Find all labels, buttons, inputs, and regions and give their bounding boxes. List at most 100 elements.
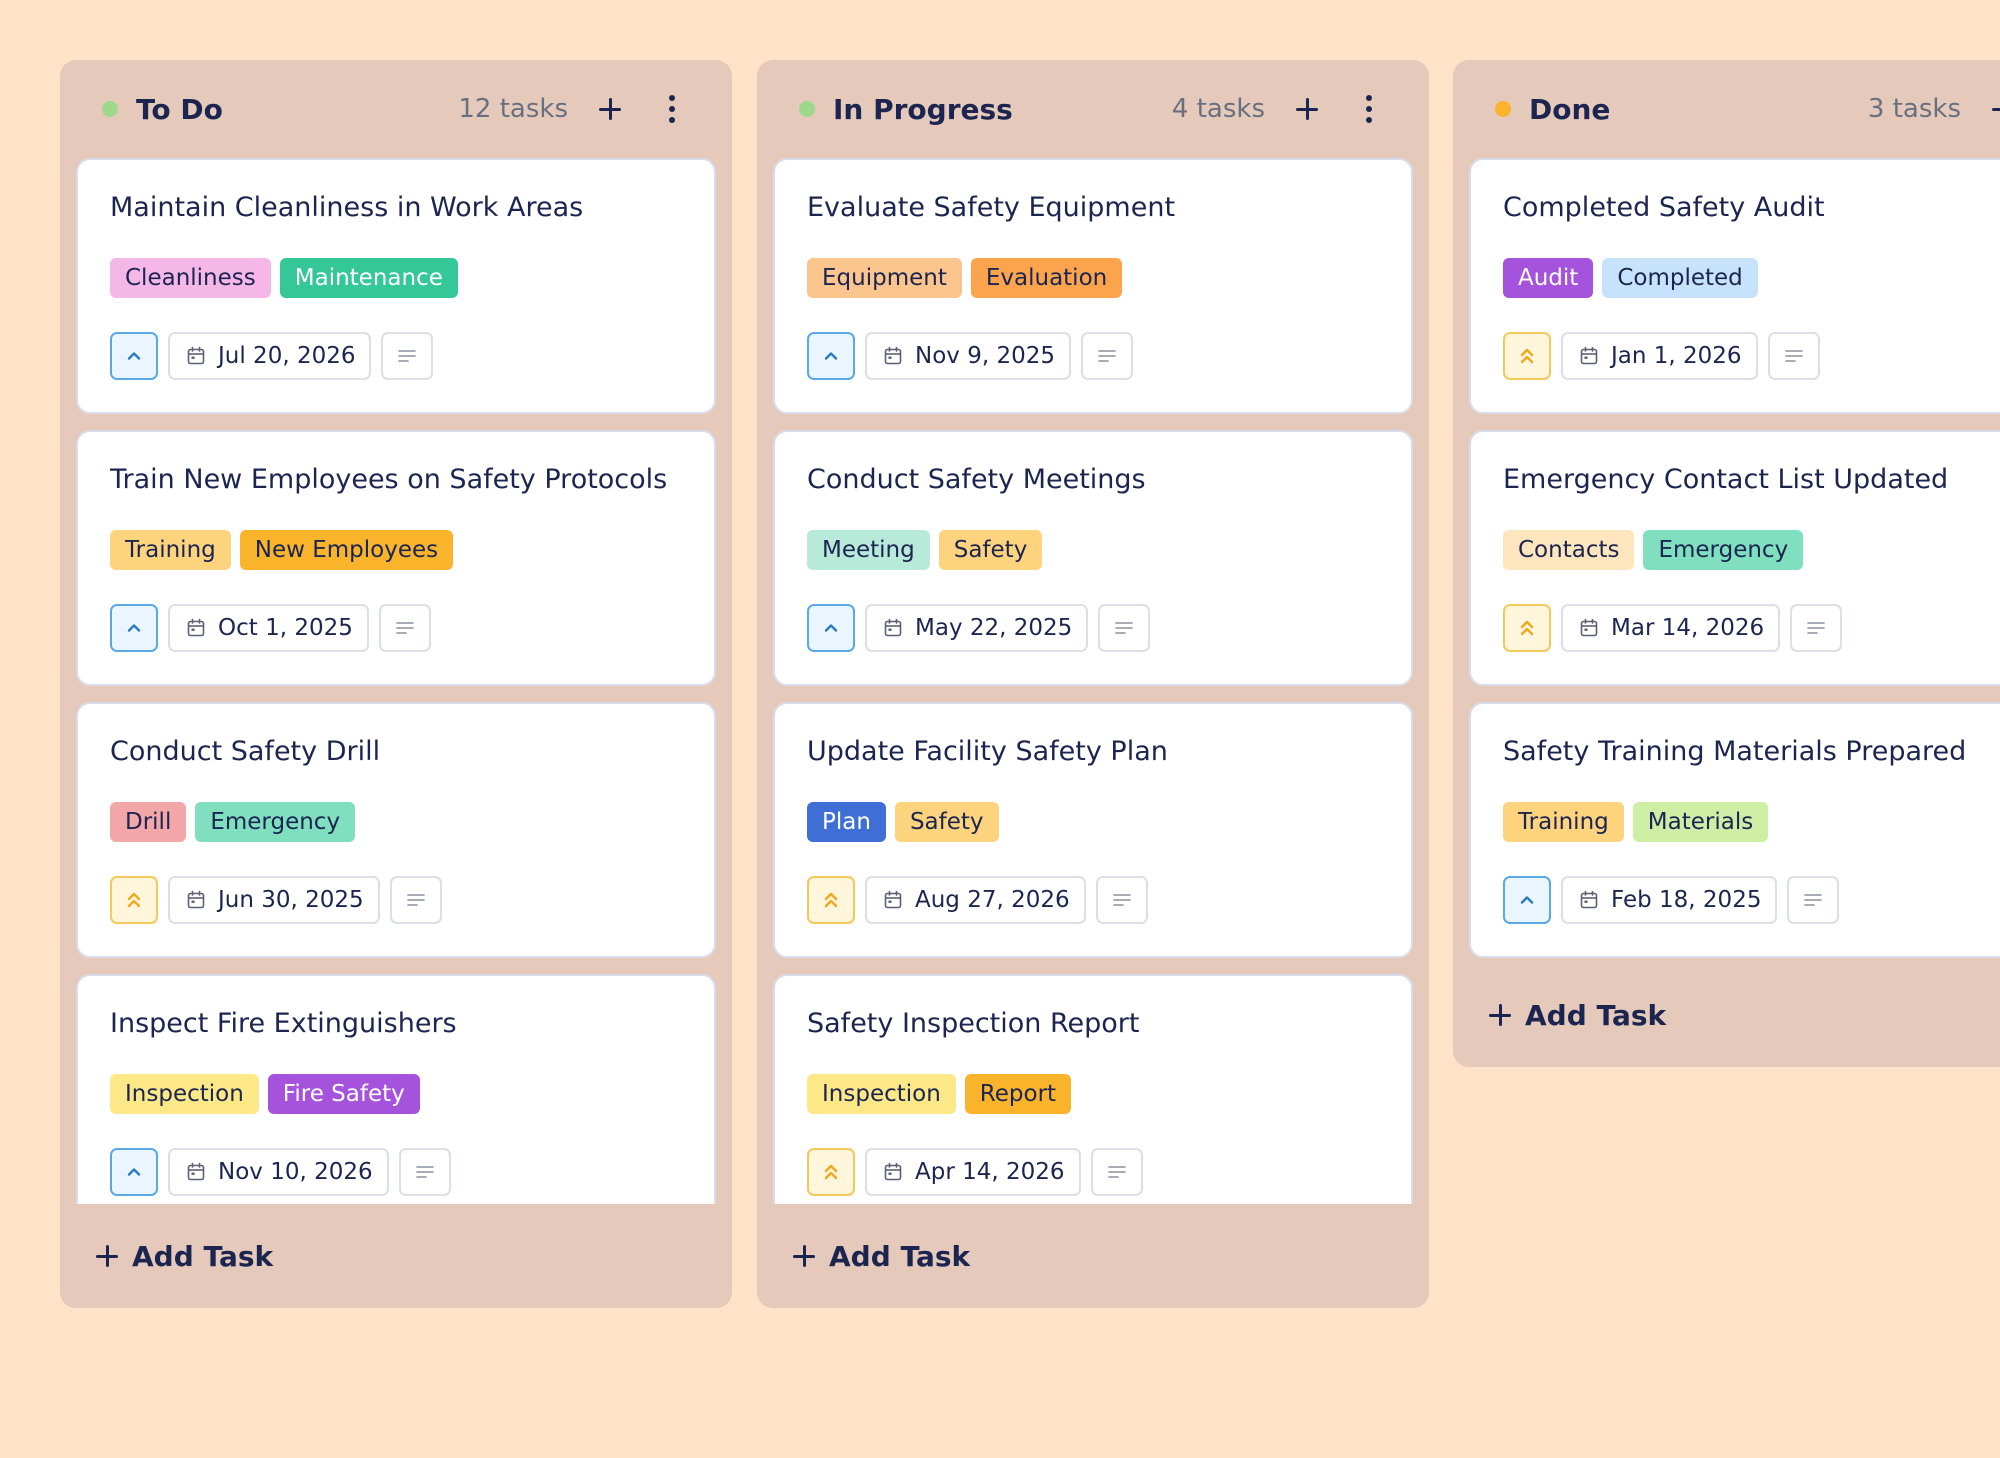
due-date-text: May 22, 2025 xyxy=(915,615,1073,641)
task-card[interactable]: Safety Training Materials Prepared Traini… xyxy=(1469,702,2000,958)
up-chevron-icon[interactable] xyxy=(807,332,855,380)
notes-icon[interactable] xyxy=(389,876,442,924)
tag-badge: Report xyxy=(964,1074,1072,1114)
due-date-button[interactable]: Feb 18, 2025 xyxy=(1561,876,1778,924)
due-date-button[interactable]: Jan 1, 2026 xyxy=(1561,332,1758,380)
calendar-icon xyxy=(883,1162,903,1182)
due-date-button[interactable]: Nov 10, 2026 xyxy=(168,1148,389,1196)
notes-icon[interactable] xyxy=(1090,1148,1143,1196)
notes-icon[interactable] xyxy=(1098,604,1151,652)
tag-badge: Training xyxy=(1503,802,1624,842)
tag-list: Equipment Evaluation xyxy=(807,258,1379,298)
add-task-button[interactable]: Add Task xyxy=(1453,963,2000,1067)
due-date-button[interactable]: Jul 20, 2026 xyxy=(168,332,372,380)
task-card[interactable]: Emergency Contact List Updated Contacts Em… xyxy=(1469,430,2000,686)
task-card[interactable]: Conduct Safety Drill Drill Emergency Jun 30… xyxy=(76,702,716,958)
due-date-button[interactable]: Nov 9, 2025 xyxy=(865,332,1071,380)
task-card[interactable]: Maintain Cleanliness in Work Areas Cleanl… xyxy=(76,158,716,414)
column-title: In Progress xyxy=(833,92,1013,126)
double-up-chevron-icon[interactable] xyxy=(807,876,855,924)
tag-list: Inspection Report xyxy=(807,1074,1379,1114)
task-card[interactable]: Update Facility Safety Plan Plan Safety Aug… xyxy=(773,702,1413,958)
notes-icon[interactable] xyxy=(1767,332,1820,380)
due-date-text: Jul 20, 2026 xyxy=(218,343,356,369)
task-title: Inspect Fire Extinguishers xyxy=(110,1008,457,1039)
due-date-button[interactable]: Oct 1, 2025 xyxy=(168,604,369,652)
calendar-icon xyxy=(186,1162,206,1182)
tag-badge: Inspection xyxy=(807,1074,956,1114)
tag-badge: Training xyxy=(110,530,231,570)
due-date-button[interactable]: May 22, 2025 xyxy=(865,604,1089,652)
calendar-icon xyxy=(186,890,206,910)
column-done: Done 3 tasks Completed Safety Audit Audit… xyxy=(1453,60,2000,1067)
due-date-button[interactable]: Aug 27, 2026 xyxy=(865,876,1086,924)
tag-badge: Equipment xyxy=(807,258,962,298)
task-title: Train New Employees on Safety Protocols xyxy=(110,464,668,495)
due-date-text: Mar 14, 2026 xyxy=(1611,615,1765,641)
task-card[interactable]: Conduct Safety Meetings Meeting Safety May … xyxy=(773,430,1413,686)
task-count: 3 tasks xyxy=(1867,94,1961,124)
up-chevron-icon[interactable] xyxy=(110,1148,158,1196)
task-card[interactable]: Train New Employees on Safety Protocols T… xyxy=(76,430,716,686)
task-meta: Feb 18, 2025 xyxy=(1503,876,2000,924)
task-meta: Nov 9, 2025 xyxy=(807,332,1379,380)
calendar-icon xyxy=(186,346,206,366)
task-card[interactable]: Safety Inspection Report Inspection Report… xyxy=(773,974,1413,1230)
notes-icon[interactable] xyxy=(1095,876,1148,924)
up-chevron-icon[interactable] xyxy=(807,604,855,652)
status-dot-icon xyxy=(1495,101,1511,117)
add-card-button[interactable] xyxy=(1287,89,1327,129)
tag-badge: Maintenance xyxy=(279,258,458,298)
tag-badge: Emergency xyxy=(195,802,356,842)
column-menu-button[interactable] xyxy=(652,89,692,129)
task-title: Completed Safety Audit xyxy=(1503,192,1825,223)
add-task-button[interactable]: Add Task xyxy=(60,1204,732,1308)
tag-badge: Emergency xyxy=(1643,530,1804,570)
calendar-icon xyxy=(1579,346,1599,366)
double-up-chevron-icon[interactable] xyxy=(1503,604,1551,652)
task-card[interactable]: Completed Safety Audit Audit Completed Jan … xyxy=(1469,158,2000,414)
up-chevron-icon[interactable] xyxy=(110,332,158,380)
due-date-text: Jan 1, 2026 xyxy=(1611,343,1742,369)
add-task-button[interactable]: Add Task xyxy=(757,1204,1429,1308)
calendar-icon xyxy=(1579,618,1599,638)
task-title: Evaluate Safety Equipment xyxy=(807,192,1176,223)
add-card-button[interactable] xyxy=(1983,89,2000,129)
due-date-button[interactable]: Jun 30, 2025 xyxy=(168,876,380,924)
task-card[interactable]: Inspect Fire Extinguishers Inspection Fire… xyxy=(76,974,716,1230)
due-date-text: Aug 27, 2026 xyxy=(915,887,1070,913)
due-date-button[interactable]: Mar 14, 2026 xyxy=(1561,604,1781,652)
tag-list: Cleanliness Maintenance xyxy=(110,258,682,298)
card-list: Maintain Cleanliness in Work Areas Cleanl… xyxy=(60,158,732,1230)
column-header: To Do 12 tasks xyxy=(60,60,732,158)
double-up-chevron-icon[interactable] xyxy=(110,876,158,924)
task-meta: May 22, 2025 xyxy=(807,604,1379,652)
status-dot-icon xyxy=(799,101,815,117)
task-title: Conduct Safety Meetings xyxy=(807,464,1146,495)
plus-icon xyxy=(1489,1004,1511,1026)
up-chevron-icon[interactable] xyxy=(110,604,158,652)
notes-icon[interactable] xyxy=(398,1148,451,1196)
notes-icon[interactable] xyxy=(378,604,431,652)
column-menu-button[interactable] xyxy=(1349,89,1389,129)
task-card[interactable]: Evaluate Safety Equipment Equipment Evalua… xyxy=(773,158,1413,414)
column-header: Done 3 tasks xyxy=(1453,60,2000,158)
task-meta: Aug 27, 2026 xyxy=(807,876,1379,924)
tag-badge: Completed xyxy=(1602,258,1758,298)
double-up-chevron-icon[interactable] xyxy=(807,1148,855,1196)
task-meta: Apr 14, 2026 xyxy=(807,1148,1379,1196)
due-date-text: Nov 9, 2025 xyxy=(915,343,1055,369)
more-vertical-icon xyxy=(669,95,675,123)
task-title: Update Facility Safety Plan xyxy=(807,736,1168,767)
due-date-button[interactable]: Apr 14, 2026 xyxy=(865,1148,1081,1196)
notes-icon[interactable] xyxy=(381,332,434,380)
status-dot-icon xyxy=(102,101,118,117)
double-up-chevron-icon[interactable] xyxy=(1503,332,1551,380)
notes-icon[interactable] xyxy=(1787,876,1840,924)
notes-icon[interactable] xyxy=(1081,332,1133,380)
notes-icon[interactable] xyxy=(1790,604,1843,652)
add-card-button[interactable] xyxy=(590,89,630,129)
up-chevron-icon[interactable] xyxy=(1503,876,1551,924)
tag-list: Drill Emergency xyxy=(110,802,682,842)
calendar-icon xyxy=(1579,890,1599,910)
